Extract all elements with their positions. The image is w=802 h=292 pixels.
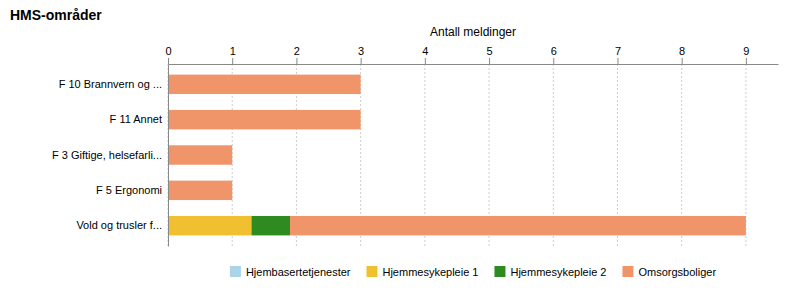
tick: F 3 Giftige, helsefarli... [52,149,168,161]
tick-mark [232,58,233,64]
y-axis: F 10 Brannvern og ... F 11 Annet F 3 Gifti… [52,65,169,247]
tick-label: 5 [486,45,492,57]
series [168,75,746,236]
tick-label: Vold og trusler f... [76,219,162,231]
tick-mark [361,58,362,64]
chart: HMS-områder 0 1 2 3 4 5 6 7 8 9 F 10 Brannvern og .… [0,0,802,292]
tick: 6 [551,45,557,64]
bar [290,216,746,235]
tick-mark [553,58,554,64]
grid-line [168,64,169,246]
bar [168,110,361,129]
tick-mark [746,58,747,64]
title: HMS-områder [10,7,102,23]
tick-label: 4 [422,45,428,57]
bar [251,216,290,235]
bar [168,181,232,200]
legend-label: Hjemmesykepleie 2 [510,266,606,278]
legend-item: Hjemmesykepleie 1 [366,266,478,278]
tick-mark [296,58,297,64]
tick: 4 [422,45,428,64]
legend-label: Hjembasertetjenester [246,266,351,278]
bar [168,75,361,94]
tick-label: F 10 Brannvern og ... [59,78,162,90]
tick: 8 [679,45,685,64]
x-axis: 0 1 2 3 4 5 6 7 8 9 [165,45,778,65]
legend-label: Omsorgsboliger [638,266,716,278]
legend-swatch [366,266,377,277]
tick: 1 [230,45,236,64]
tick-mark [168,58,169,64]
tick: 0 [165,45,171,64]
tick: 5 [486,45,492,64]
legend-label: Hjemmesykepleie 1 [382,266,478,278]
bar [168,216,251,235]
legend-item: Omsorgsboliger [622,266,716,278]
tick: 9 [743,45,749,64]
tick: 2 [294,45,300,64]
tick: Vold og trusler f... [76,219,168,231]
series [251,216,290,235]
tick-label: F 11 Annet [110,113,162,125]
tick-label: 1 [230,45,236,57]
axis-line [169,64,779,65]
tick: F 11 Annet [110,113,168,125]
legend-swatch [494,266,505,277]
tick-label: F 5 Ergonomi [96,184,162,196]
tick-label: 3 [358,45,364,57]
tick: F 10 Brannvern og ... [59,78,168,90]
tick-mark [425,58,426,64]
tick-label: 0 [165,45,171,57]
tick-label: 9 [743,45,749,57]
tick-label: 7 [615,45,621,57]
legend: Hjembasertetjenester Hjemmesykepleie 1 Hje… [230,266,717,278]
tick-mark [489,58,490,64]
grid [168,64,746,246]
axis-title: Antall meldinger [430,25,516,39]
tick: 7 [615,45,621,64]
legend-item: Hjembasertetjenester [230,266,351,278]
legend-swatch [230,266,241,277]
plot: 0 1 2 3 4 5 6 7 8 9 F 10 Brannvern og ... F 11 Anne… [52,45,779,247]
tick-label: 8 [679,45,685,57]
tick-label: F 3 Giftige, helsefarli... [52,149,162,161]
tick: F 5 Ergonomi [96,184,168,196]
bar [168,145,232,164]
tick-mark [617,58,618,64]
series [168,216,251,235]
tick-mark [682,58,683,64]
legend-swatch [622,266,633,277]
axis-line [168,65,169,247]
legend-item: Hjemmesykepleie 2 [494,266,606,278]
tick-label: 6 [551,45,557,57]
tick-label: 2 [294,45,300,57]
bars [168,75,746,236]
tick: 3 [358,45,364,64]
